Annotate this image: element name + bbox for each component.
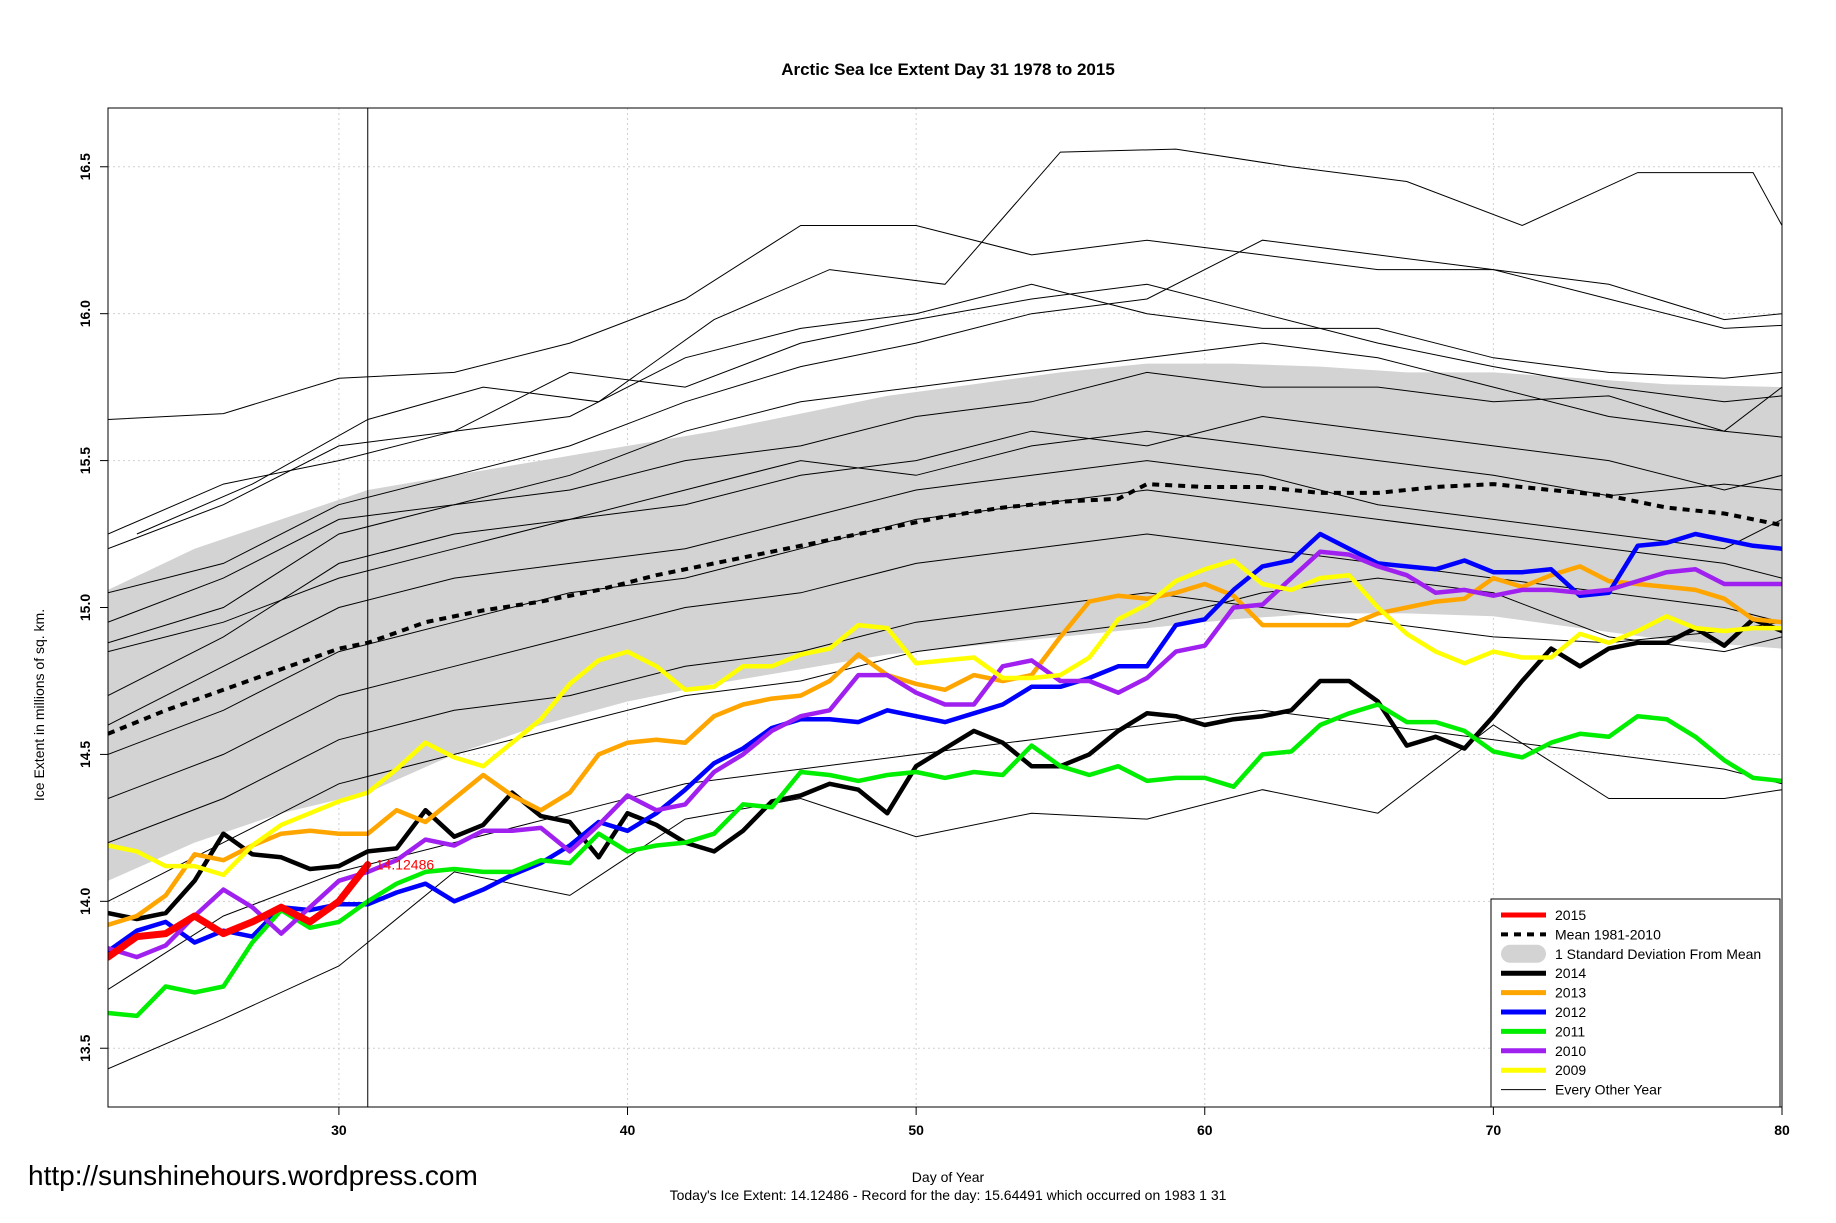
- x-tick-label: 70: [1486, 1122, 1502, 1138]
- y-tick-label: 14.5: [77, 741, 93, 768]
- legend-label: 2011: [1555, 1023, 1585, 1039]
- current-value-annotation: 14.12486: [376, 857, 435, 873]
- other-year-line: [108, 283, 1782, 550]
- series-line-2012: [108, 531, 1782, 954]
- x-tick-label: 80: [1774, 1122, 1790, 1138]
- x-tick-label: 60: [1197, 1122, 1213, 1138]
- series-line-2011: [108, 702, 1782, 1019]
- y-tick-label: 15.5: [77, 447, 93, 474]
- series-line-2013: [108, 564, 1782, 928]
- legend-label: 2012: [1555, 1004, 1586, 1020]
- legend-label: 2015: [1555, 907, 1586, 923]
- x-tick-label: 40: [620, 1122, 636, 1138]
- x-tick-label: 30: [331, 1122, 347, 1138]
- legend-label: 1 Standard Deviation From Mean: [1555, 946, 1761, 962]
- y-tick-label: 15.0: [77, 594, 93, 621]
- other-year-line: [108, 225, 1782, 420]
- other-year-line: [108, 709, 1782, 990]
- y-tick-label: 16.5: [77, 153, 93, 180]
- legend-label: 2009: [1555, 1062, 1586, 1078]
- watermark-url: http://sunshinehours.wordpress.com: [28, 1160, 478, 1191]
- other-year-line: [108, 724, 1782, 1070]
- y-tick-label: 13.5: [77, 1034, 93, 1061]
- other-year-line: [108, 489, 1782, 755]
- x-axis-label: Day of Year: [912, 1169, 985, 1185]
- other-year-line: [108, 239, 1782, 594]
- other-year-line: [108, 460, 1782, 726]
- other-year-line: [108, 283, 1782, 535]
- legend-label: Every Other Year: [1555, 1082, 1662, 1098]
- series-line-2014: [108, 617, 1782, 922]
- series-line-2015: [108, 861, 372, 961]
- series-line-2009: [108, 558, 1782, 878]
- x-tick-label: 50: [908, 1122, 924, 1138]
- other-year-line: [108, 430, 1782, 653]
- other-year-line: [108, 342, 1782, 623]
- y-axis-label: Ice Extent in millions of sq. km.: [31, 609, 47, 801]
- y-tick-label: 16.0: [77, 300, 93, 327]
- other-year-line: [136, 148, 1782, 535]
- legend-label: 2013: [1555, 985, 1586, 1001]
- other-year-line: [108, 533, 1782, 799]
- y-tick-label: 14.0: [77, 887, 93, 914]
- legend-label: 2014: [1555, 965, 1586, 981]
- legend-label: 2010: [1555, 1043, 1586, 1059]
- other-year-line: [108, 415, 1782, 697]
- legend: 2015 Mean 1981-2010 1 Standard Deviation F…: [1490, 898, 1781, 1108]
- legend-label: Mean 1981-2010: [1555, 926, 1661, 942]
- footer-text: Today's Ice Extent: 14.12486 - Record fo…: [670, 1187, 1227, 1203]
- series-line-2010: [108, 549, 1782, 960]
- legend-swatch: [1501, 944, 1546, 963]
- chart-title: Arctic Sea Ice Extent Day 31 1978 to 201…: [781, 60, 1115, 79]
- other-year-line: [108, 371, 1782, 644]
- other-year-line: [108, 592, 1782, 844]
